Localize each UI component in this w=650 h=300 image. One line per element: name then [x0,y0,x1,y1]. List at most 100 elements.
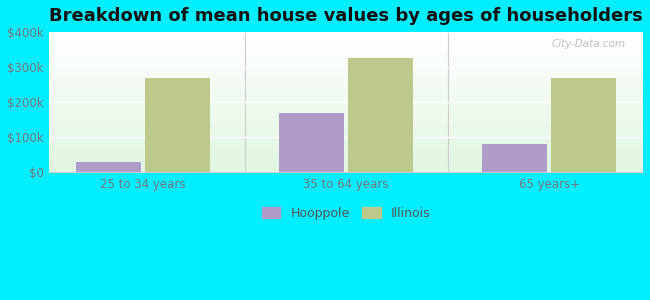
Legend: Hooppole, Illinois: Hooppole, Illinois [257,202,436,225]
Bar [49,90,643,91]
Bar [49,56,643,57]
Bar [49,118,643,119]
Bar [49,121,643,122]
Bar [49,146,643,147]
Bar [76,162,141,172]
Bar [49,171,643,172]
Bar [49,53,643,54]
Bar [49,143,643,144]
Bar [49,137,643,138]
Bar [49,66,643,67]
Bar [551,78,616,172]
Bar [49,84,643,85]
Bar [49,161,643,162]
Bar [49,130,643,131]
Bar [49,32,643,33]
Bar [49,58,643,59]
Bar [49,41,643,42]
Bar [49,40,643,41]
Bar [49,93,643,94]
Bar [482,144,547,172]
Bar [49,109,643,110]
Bar [145,78,210,172]
Bar [49,70,643,71]
Bar [49,61,643,62]
Bar [49,127,643,128]
Bar [49,39,643,40]
Bar [49,166,643,167]
Bar [49,159,643,160]
Bar [49,42,643,43]
Bar [49,135,643,136]
Bar [49,104,643,105]
Bar [49,140,643,141]
Bar [49,133,643,134]
Bar [49,76,643,77]
Bar [348,58,413,172]
Bar [49,103,643,104]
Bar [49,105,643,106]
Bar [49,34,643,35]
Title: Breakdown of mean house values by ages of householders: Breakdown of mean house values by ages o… [49,7,643,25]
Bar [49,163,643,164]
Bar [49,106,643,107]
Bar [49,99,643,100]
Bar [49,86,643,87]
Bar [49,153,643,154]
Bar [49,110,643,111]
Bar [49,165,643,166]
Bar [49,83,643,84]
Bar [49,142,643,143]
Bar [49,37,643,38]
Bar [49,113,643,114]
Bar [49,67,643,68]
Bar [49,101,643,102]
Bar [49,89,643,90]
Bar [49,91,643,92]
Bar [49,77,643,78]
Bar [49,69,643,70]
Bar [49,157,643,158]
Bar [49,108,643,109]
Bar [49,60,643,61]
Bar [49,82,643,83]
Text: City-Data.com: City-Data.com [551,39,625,49]
Bar [49,107,643,108]
Bar [49,98,643,99]
Bar [49,144,643,145]
Bar [49,162,643,163]
Bar [49,164,643,165]
Bar [49,117,643,118]
Bar [49,152,643,153]
Bar [49,36,643,37]
Bar [49,95,643,96]
Bar [49,72,643,73]
Bar [49,33,643,34]
Bar [49,114,643,115]
Bar [49,111,643,112]
Bar [49,145,643,146]
Bar [49,132,643,133]
Bar [49,125,643,126]
Bar [49,160,643,161]
Bar [49,46,643,47]
Bar [49,167,643,168]
Bar [49,139,643,140]
Bar [49,65,643,66]
Bar [49,80,643,81]
Bar [49,51,643,52]
Bar [49,61,643,62]
Bar [49,155,643,156]
Bar [49,148,643,149]
Bar [49,112,643,113]
Bar [49,128,643,129]
Bar [49,79,643,80]
Bar [49,138,643,139]
Bar [49,85,643,86]
Bar [49,134,643,135]
Bar [49,102,643,103]
Bar [49,81,643,82]
Bar [49,40,643,41]
Bar [49,73,643,74]
Bar [49,71,643,72]
